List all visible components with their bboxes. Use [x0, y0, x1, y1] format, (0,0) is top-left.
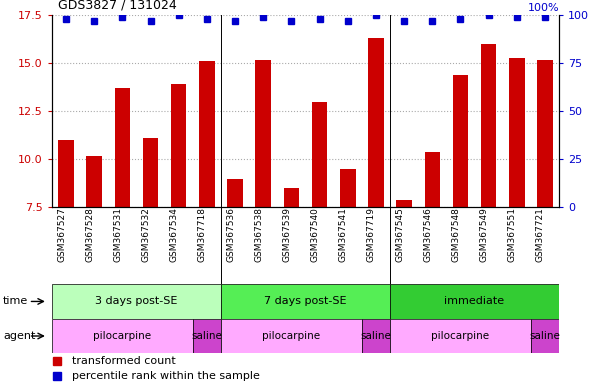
Bar: [531, 319, 559, 353]
Bar: [509, 58, 525, 207]
Bar: [340, 169, 356, 207]
Text: saline: saline: [360, 331, 392, 341]
Text: GSM367527: GSM367527: [57, 207, 66, 262]
Bar: [284, 188, 299, 207]
Bar: [221, 319, 362, 353]
Text: GSM367536: GSM367536: [226, 207, 235, 262]
Text: pilocarpine: pilocarpine: [431, 331, 489, 341]
Bar: [362, 319, 390, 353]
Bar: [537, 60, 553, 207]
Text: GSM367718: GSM367718: [198, 207, 207, 262]
Bar: [390, 319, 531, 353]
Text: GSM367721: GSM367721: [536, 207, 545, 262]
Bar: [86, 156, 102, 207]
Bar: [221, 284, 390, 319]
Text: GSM367534: GSM367534: [170, 207, 179, 262]
Bar: [193, 319, 221, 353]
Bar: [58, 140, 74, 207]
Bar: [453, 75, 468, 207]
Text: 100%: 100%: [527, 3, 559, 13]
Text: GSM367548: GSM367548: [452, 207, 461, 262]
Bar: [368, 38, 384, 207]
Bar: [171, 84, 186, 207]
Bar: [199, 61, 214, 207]
Text: GSM367528: GSM367528: [85, 207, 94, 262]
Text: GSM367540: GSM367540: [310, 207, 320, 262]
Text: GSM367539: GSM367539: [282, 207, 291, 262]
Text: GSM367538: GSM367538: [254, 207, 263, 262]
Bar: [255, 60, 271, 207]
Text: immediate: immediate: [444, 296, 505, 306]
Bar: [52, 319, 193, 353]
Bar: [115, 88, 130, 207]
Text: GSM367532: GSM367532: [142, 207, 150, 262]
Text: time: time: [3, 296, 28, 306]
Bar: [390, 284, 559, 319]
Text: GSM367546: GSM367546: [423, 207, 433, 262]
Bar: [52, 284, 221, 319]
Text: pilocarpine: pilocarpine: [93, 331, 152, 341]
Bar: [227, 179, 243, 207]
Text: percentile rank within the sample: percentile rank within the sample: [72, 371, 260, 381]
Text: GSM367551: GSM367551: [508, 207, 517, 262]
Text: 3 days post-SE: 3 days post-SE: [95, 296, 178, 306]
Text: 7 days post-SE: 7 days post-SE: [264, 296, 347, 306]
Text: agent: agent: [3, 331, 35, 341]
Text: GSM367545: GSM367545: [395, 207, 404, 262]
Bar: [425, 152, 440, 207]
Text: pilocarpine: pilocarpine: [262, 331, 321, 341]
Text: GSM367541: GSM367541: [338, 207, 348, 262]
Bar: [312, 102, 327, 207]
Bar: [481, 44, 496, 207]
Text: saline: saline: [191, 331, 222, 341]
Text: GDS3827 / 131024: GDS3827 / 131024: [58, 0, 177, 12]
Bar: [143, 138, 158, 207]
Bar: [397, 200, 412, 207]
Text: GSM367531: GSM367531: [114, 207, 122, 262]
Text: saline: saline: [530, 331, 560, 341]
Text: GSM367549: GSM367549: [480, 207, 489, 262]
Text: GSM367719: GSM367719: [367, 207, 376, 262]
Text: transformed count: transformed count: [72, 356, 176, 366]
